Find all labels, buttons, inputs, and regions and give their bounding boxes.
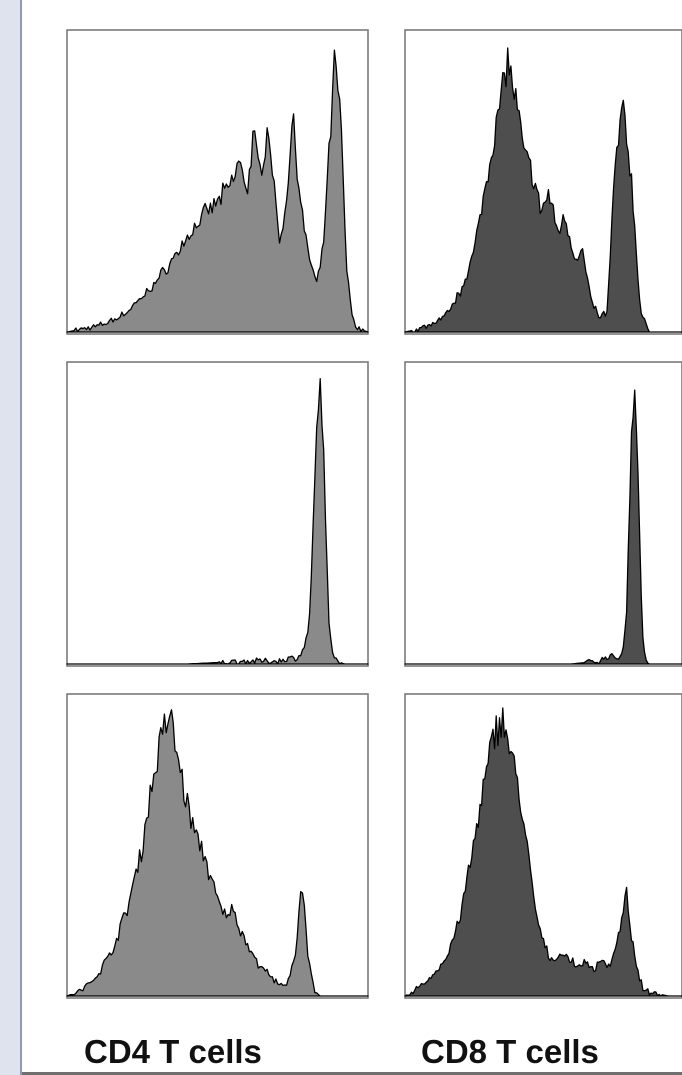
histogram-area-cd4-row1	[66, 49, 369, 333]
histogram-area-cd4-row2	[66, 378, 369, 665]
left-border-strip	[0, 0, 22, 1075]
histogram-panel-cd8-row1	[404, 29, 682, 335]
histogram-panel-cd4-row3	[66, 693, 369, 999]
bottom-rule	[22, 1072, 682, 1075]
histogram-panel-cd8-row3	[404, 693, 682, 999]
histogram-panel-cd4-row1	[66, 29, 369, 335]
histogram-panel-cd4-row2	[66, 361, 369, 667]
column-label-cd8: CD8 T cells	[421, 1033, 599, 1070]
histogram-area-cd8-row2	[404, 389, 682, 665]
histogram-panel-cd8-row2	[404, 361, 682, 667]
histogram-area-cd8-row3	[404, 707, 682, 997]
histogram-area-cd8-row1	[404, 47, 682, 333]
histogram-area-cd4-row3	[66, 709, 369, 997]
column-label-cd4: CD4 T cells	[84, 1033, 262, 1070]
